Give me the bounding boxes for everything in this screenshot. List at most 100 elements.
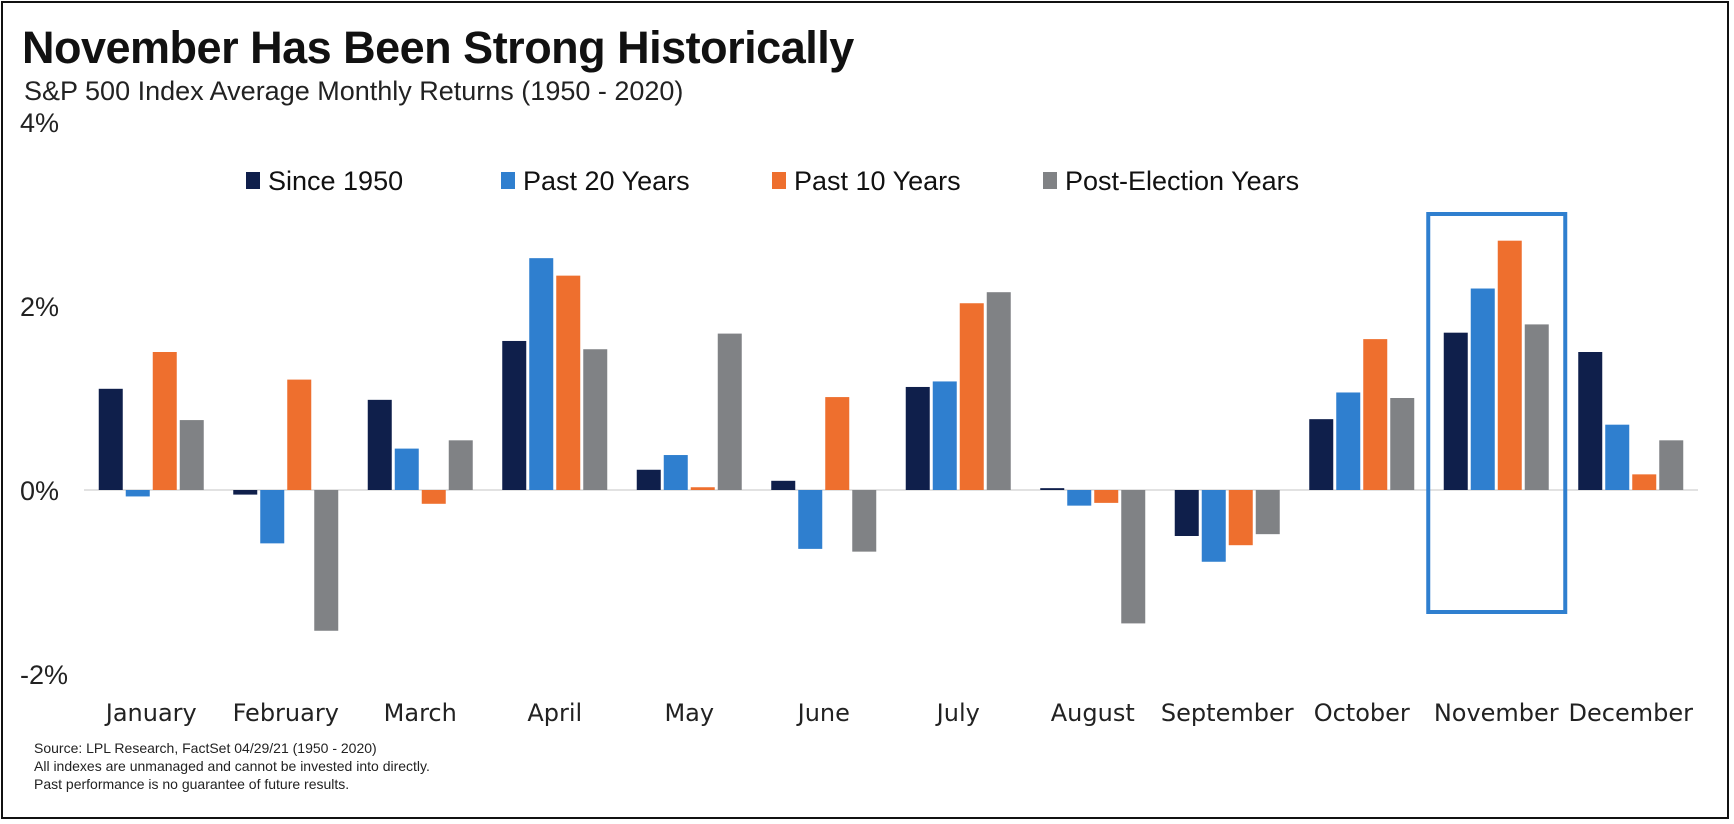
bar — [1363, 339, 1388, 490]
bar — [1121, 490, 1146, 624]
bar — [1309, 419, 1334, 490]
bar — [959, 303, 984, 490]
legend-swatch — [246, 172, 260, 189]
bar — [986, 292, 1011, 490]
highlight-rect — [1426, 212, 1568, 614]
x-tick-label: January — [104, 699, 197, 727]
source-line: Source: LPL Research, FactSet 04/29/21 (… — [34, 740, 377, 756]
bar — [367, 399, 392, 490]
bar — [1067, 490, 1092, 506]
bar — [825, 397, 850, 490]
bar-groups — [98, 240, 1684, 631]
bar — [1524, 324, 1549, 490]
x-tick-label: December — [1569, 699, 1694, 727]
bar — [798, 490, 823, 549]
bar — [1201, 490, 1226, 562]
legend-swatch — [772, 172, 786, 189]
x-tick-label: July — [935, 699, 980, 727]
x-tick-label: May — [664, 699, 714, 727]
bar — [287, 379, 312, 490]
source-notes: Source: LPL Research, FactSet 04/29/21 (… — [34, 739, 430, 793]
bar — [421, 490, 446, 504]
bar — [233, 490, 258, 495]
bar — [663, 455, 688, 490]
bar — [1228, 490, 1253, 546]
bar-group-march — [367, 399, 473, 504]
bar — [717, 333, 742, 490]
bar — [1040, 488, 1065, 490]
x-tick-label: February — [233, 699, 339, 727]
bar — [1497, 240, 1522, 490]
bar — [1094, 490, 1119, 503]
y-tick-label: 0% — [20, 476, 59, 506]
bar — [771, 480, 796, 490]
bar — [1659, 440, 1684, 490]
bar-group-november — [1443, 240, 1549, 490]
x-tick-label: November — [1434, 699, 1559, 727]
bar — [260, 490, 285, 544]
bar — [1174, 490, 1199, 536]
chart-subtitle: S&P 500 Index Average Monthly Returns (1… — [24, 76, 684, 106]
chart-title: November Has Been Strong Historically — [22, 22, 854, 73]
bar-group-june — [771, 397, 877, 552]
x-tick-label: October — [1314, 699, 1410, 727]
bar — [1578, 352, 1603, 490]
legend-label: Past 20 Years — [523, 166, 690, 196]
bar — [905, 386, 930, 490]
bar-group-february — [233, 379, 339, 631]
legend-label: Past 10 Years — [794, 166, 961, 196]
legend-item: Post-Election Years — [1043, 166, 1299, 196]
bar — [583, 349, 608, 490]
legend-item: Past 20 Years — [501, 166, 690, 196]
bar — [1443, 332, 1468, 490]
bar — [932, 381, 957, 490]
legend-swatch — [1043, 172, 1057, 189]
x-axis-labels: January February March April May June July Augu… — [104, 699, 1693, 727]
bar-group-september — [1174, 490, 1280, 562]
bar — [852, 490, 877, 552]
bar — [1632, 474, 1657, 490]
bar — [394, 448, 419, 490]
bar — [556, 275, 581, 490]
legend: Since 1950 Past 20 Years Past 10 Years Post… — [246, 166, 1299, 196]
bar-group-august — [1040, 488, 1146, 624]
disclaimer-line: All indexes are unmanaged and cannot be … — [34, 758, 430, 774]
bar — [502, 340, 527, 490]
x-tick-label: March — [384, 699, 457, 727]
legend-item: Since 1950 — [246, 166, 403, 196]
legend-swatch — [501, 172, 515, 189]
disclaimer-line: Past performance is no guarantee of futu… — [34, 776, 350, 792]
bar — [1605, 424, 1630, 490]
bar — [690, 487, 715, 490]
y-axis-ticks: 4% 2% 0% -2% — [20, 108, 68, 690]
bar — [1390, 398, 1415, 490]
bar-group-july — [905, 292, 1011, 490]
bar — [1336, 392, 1361, 490]
bar-group-october — [1309, 339, 1415, 490]
bar — [314, 490, 339, 631]
highlight-box — [1426, 212, 1568, 614]
bar — [1470, 288, 1495, 490]
y-tick-label: 4% — [20, 108, 59, 138]
x-tick-label: August — [1051, 699, 1135, 727]
bar-group-january — [98, 352, 204, 497]
bar — [152, 352, 177, 490]
bar-group-december — [1578, 352, 1684, 490]
bar — [448, 440, 473, 490]
bar — [125, 490, 150, 497]
bar — [636, 469, 661, 490]
bar-group-april — [502, 258, 608, 490]
bar — [98, 388, 123, 490]
legend-item: Past 10 Years — [772, 166, 961, 196]
x-tick-label: April — [527, 699, 582, 727]
x-tick-label: June — [796, 699, 850, 727]
bar — [1255, 490, 1280, 535]
y-tick-label: 2% — [20, 292, 59, 322]
legend-label: Post-Election Years — [1065, 166, 1299, 196]
bar — [529, 258, 554, 490]
bar-group-may — [636, 333, 742, 490]
bar — [179, 420, 204, 490]
legend-label: Since 1950 — [268, 166, 403, 196]
y-tick-label: -2% — [20, 660, 68, 690]
